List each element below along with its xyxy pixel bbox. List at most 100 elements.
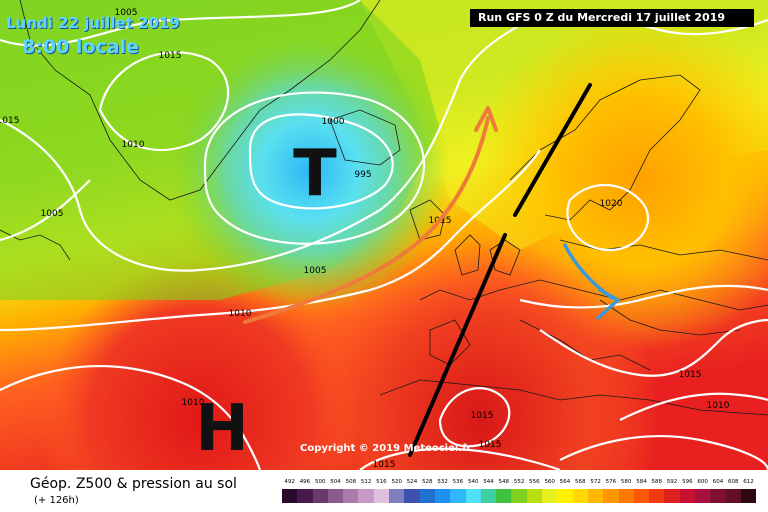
scale-swatch: [480, 489, 497, 503]
scale-cell: 504: [327, 479, 344, 505]
scale-label: 592: [666, 479, 678, 485]
isobar-label: 1015: [373, 460, 396, 470]
isobar-label: 1010: [707, 401, 730, 411]
isobar-label: 1010: [182, 398, 205, 408]
isobar-label: 1015: [679, 370, 702, 380]
scale-cell: 596: [679, 479, 696, 505]
scale-cell: 552: [511, 479, 527, 505]
scale-cell: 516: [373, 479, 390, 505]
scale-cell: 548: [496, 479, 512, 505]
scale-cell: 532: [434, 479, 451, 505]
scale-swatch: [740, 489, 757, 503]
warm-air-flow-arrow: [243, 106, 498, 324]
scale-swatch: [282, 489, 298, 503]
isobar-label: 1020: [600, 199, 623, 209]
scale-label: 588: [651, 479, 663, 485]
legend-subtitle: (+ 126h): [34, 495, 79, 506]
scale-cell: 580: [618, 479, 634, 505]
isobar-label: 1015: [0, 116, 19, 126]
copyright-notice: Copyright © 2019 Meteociel.fr: [300, 443, 472, 454]
scale-label: 528: [422, 479, 433, 485]
scale-label: 584: [636, 479, 647, 485]
scale-swatch: [465, 489, 481, 503]
scale-label: 548: [498, 479, 510, 485]
scale-cell: 528: [419, 479, 435, 505]
scale-swatch: [434, 489, 451, 503]
scale-cell: 600: [695, 479, 711, 505]
scale-cell: 540: [465, 479, 481, 505]
isobar-label: 1005: [41, 209, 64, 219]
scale-cell: 496: [297, 479, 313, 505]
scale-label: 576: [605, 479, 617, 485]
forecast-time: 8:00 locale: [22, 36, 139, 58]
scale-label: 596: [682, 479, 693, 485]
scale-swatch: [572, 489, 588, 503]
isobar-label: 1005: [304, 266, 327, 276]
scale-swatch: [526, 489, 543, 503]
scale-label: 500: [314, 479, 326, 485]
scale-cell: 612: [740, 479, 757, 505]
scale-cell: 520: [389, 479, 405, 505]
low-pressure-field: [0, 0, 768, 470]
scale-swatch: [327, 489, 344, 503]
forecast-date: Lundi 22 juillet 2019: [6, 14, 180, 32]
isobar-label: 1005: [115, 8, 138, 18]
scale-label: 516: [376, 479, 387, 485]
scale-label: 552: [513, 479, 525, 485]
isobar-label: 1000: [322, 117, 345, 127]
scale-label: 560: [544, 479, 555, 485]
scale-swatch: [618, 489, 634, 503]
scale-cell: 568: [572, 479, 588, 505]
scale-swatch: [343, 489, 359, 503]
legend-bar: Géop. Z500 & pression au sol (+ 126h) 49…: [0, 470, 768, 512]
scale-swatch: [633, 489, 650, 503]
color-scale: 492 496 500 504 508 512 516 520 524 528 532 536 540 5…: [282, 479, 757, 505]
scale-label: 540: [467, 479, 479, 485]
map-canvas: 1005 1015 1015 1010 1000 995 1005 1005 1010 1020 1…: [0, 0, 768, 470]
isobar-label: 1015: [471, 411, 494, 421]
isobar-labels: 1005 1015 1015 1010 1000 995 1005 1005 1010 1020 1…: [0, 8, 730, 470]
scale-label: 568: [575, 479, 586, 485]
scale-swatch: [557, 489, 573, 503]
scale-label: 544: [483, 479, 494, 485]
scale-swatch: [649, 489, 665, 503]
scale-cell: 512: [358, 479, 374, 505]
scale-cell: 608: [725, 479, 741, 505]
scale-cell: 572: [587, 479, 604, 505]
scale-swatch: [679, 489, 696, 503]
scale-label: 508: [345, 479, 357, 485]
scale-swatch: [603, 489, 619, 503]
scale-swatch: [695, 489, 711, 503]
scale-swatch: [725, 489, 741, 503]
scale-cell: 556: [526, 479, 543, 505]
scale-swatch: [664, 489, 680, 503]
scale-cell: 592: [664, 479, 680, 505]
scale-cell: 500: [312, 479, 328, 505]
scale-swatch: [404, 489, 420, 503]
scale-label: 572: [590, 479, 601, 485]
scale-label: 580: [620, 479, 632, 485]
scale-swatch: [358, 489, 374, 503]
scale-swatch: [419, 489, 435, 503]
scale-swatch: [389, 489, 405, 503]
scale-label: 496: [299, 479, 311, 485]
isobars: [0, 0, 768, 470]
low-pressure-symbol: T: [293, 137, 337, 211]
isobar-label: 1010: [122, 140, 145, 150]
scale-swatch: [450, 489, 466, 503]
scale-cell: 588: [649, 479, 665, 505]
legend-title: Géop. Z500 & pression au sol: [30, 476, 237, 492]
scale-cell: 492: [282, 479, 298, 505]
scale-cell: 560: [542, 479, 558, 505]
scale-cell: 604: [710, 479, 726, 505]
scale-label: 604: [712, 479, 724, 485]
scale-label: 520: [391, 479, 402, 485]
scale-cell: 536: [450, 479, 466, 505]
scale-swatch: [496, 489, 512, 503]
isobar-label: 1015: [479, 440, 502, 450]
scale-label: 536: [452, 479, 464, 485]
scale-swatch: [297, 489, 313, 503]
scale-swatch: [373, 489, 390, 503]
scale-label: 492: [284, 479, 295, 485]
